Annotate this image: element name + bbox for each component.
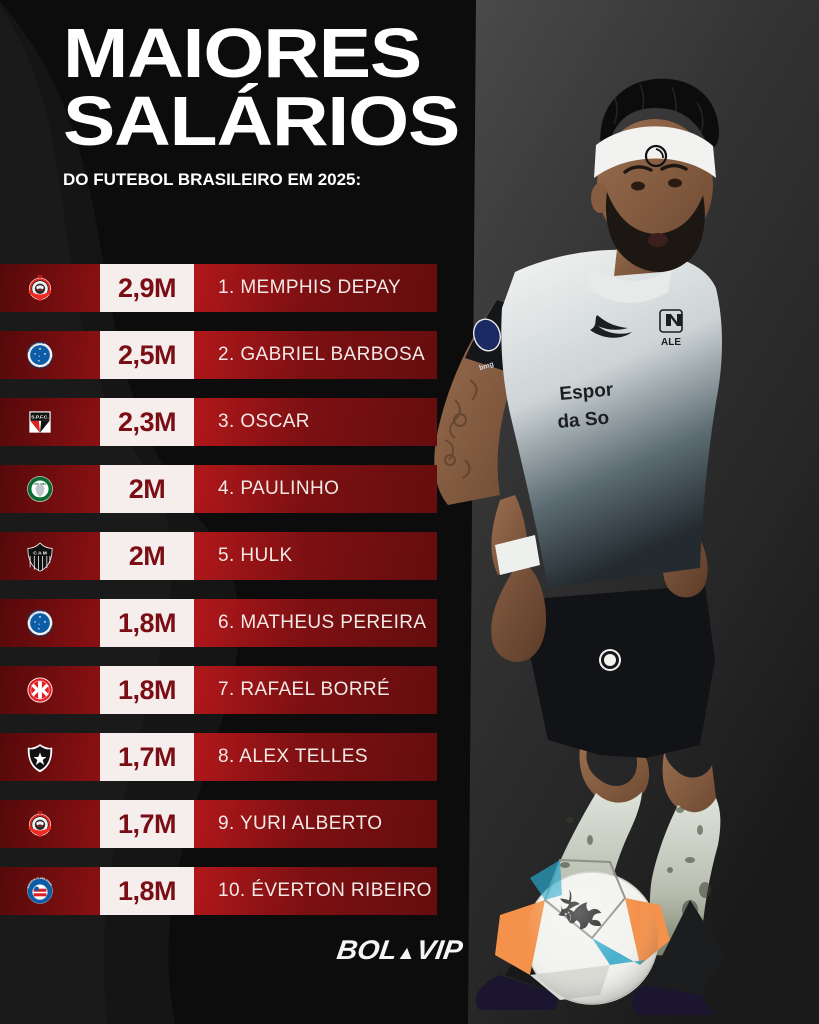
svg-text:da So: da So [557,408,610,433]
svg-text:C A M: C A M [33,550,47,556]
svg-text:S.P.F.C.: S.P.F.C. [31,415,49,421]
svg-text:ALE: ALE [661,337,681,348]
